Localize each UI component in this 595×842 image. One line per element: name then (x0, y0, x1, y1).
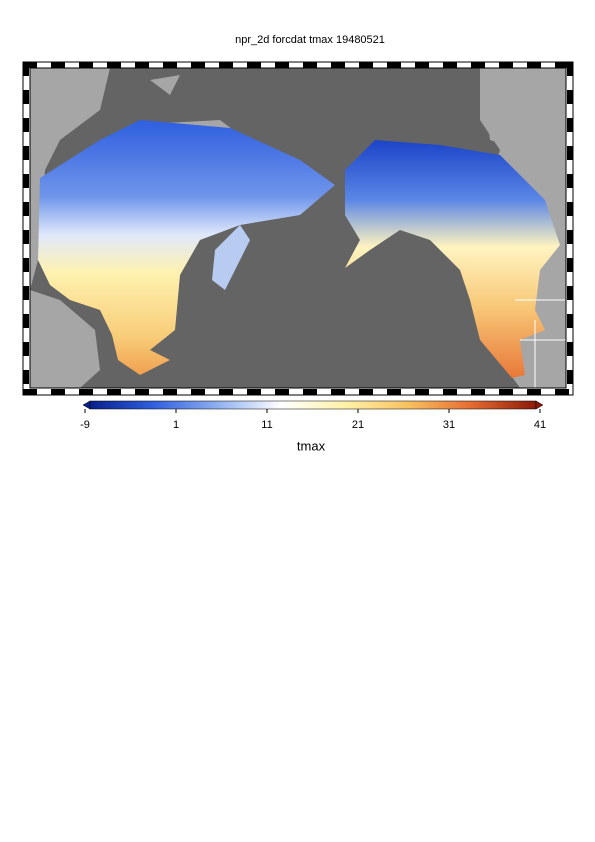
frame-check (163, 62, 177, 68)
frame-check (23, 62, 37, 68)
frame-check (247, 389, 261, 395)
map-border (29, 67, 567, 389)
frame-check (567, 342, 573, 356)
frame-check (471, 62, 485, 68)
frame-check (387, 62, 401, 68)
frame-check (415, 62, 429, 68)
frame-check (51, 62, 65, 68)
frame-check (387, 389, 401, 395)
frame-check (331, 389, 345, 395)
frame-check (23, 314, 29, 328)
frame-check (23, 118, 29, 132)
frame-check (23, 174, 29, 188)
frame-check (555, 389, 569, 395)
frame-check (275, 62, 289, 68)
map-frame (22, 61, 574, 396)
data-field (38, 120, 335, 375)
frame-check (23, 202, 29, 216)
frame-check (567, 314, 573, 328)
frame-check (471, 389, 485, 395)
frame-check (79, 389, 93, 395)
frame-check (555, 62, 569, 68)
frame-outline (22, 61, 574, 396)
frame-check (275, 389, 289, 395)
frame-check (23, 90, 29, 104)
colorbar-label: tmax (297, 438, 326, 453)
colorbar-extend (535, 400, 544, 410)
land (485, 80, 540, 150)
frame-check (163, 389, 177, 395)
frame-check (23, 258, 29, 272)
frame-check (527, 389, 541, 395)
frame-check (191, 389, 205, 395)
frame-check (331, 62, 345, 68)
frame-check (191, 62, 205, 68)
frame-check (303, 389, 317, 395)
frame-check (23, 389, 37, 395)
frame-check (247, 62, 261, 68)
frame-check (567, 146, 573, 160)
frame-check (359, 62, 373, 68)
frame-check (567, 62, 573, 76)
frame-check (359, 389, 373, 395)
colorbar-tick-label: 31 (443, 419, 455, 431)
frame-check (443, 389, 457, 395)
frame-check (567, 286, 573, 300)
colorbar-tick-label: -9 (80, 419, 90, 431)
frame-check (567, 230, 573, 244)
frame-check (219, 389, 233, 395)
frame-check (443, 62, 457, 68)
colorbar (89, 400, 537, 410)
map-title: npr_2d forcdat tmax 19480521 (235, 34, 385, 46)
boundary (515, 299, 566, 388)
frame-check (23, 230, 29, 244)
frame-check (23, 62, 29, 76)
frame-check (567, 90, 573, 104)
colorbar-extend (82, 400, 91, 410)
frame-check (567, 118, 573, 132)
frame-check (107, 62, 121, 68)
frame-check (567, 202, 573, 216)
frame-check (23, 146, 29, 160)
land (30, 68, 110, 290)
data-field (345, 140, 560, 378)
frame-check (135, 62, 149, 68)
frame-check (303, 62, 317, 68)
frame-check (567, 370, 573, 384)
land (30, 290, 100, 388)
colorbar-tick-label: 11 (261, 419, 272, 431)
frame-check (107, 389, 121, 395)
frame-check (567, 174, 573, 188)
frame-check (499, 62, 513, 68)
colorbar-tick-label: 41 (534, 419, 546, 431)
frame-check (415, 389, 429, 395)
frame-check (79, 62, 93, 68)
data-field (212, 225, 250, 290)
frame-check (23, 286, 29, 300)
frame-check (23, 342, 29, 356)
frame-check (499, 389, 513, 395)
frame-check (567, 258, 573, 272)
frame-check (527, 62, 541, 68)
frame-check (135, 389, 149, 395)
frame-check (51, 389, 65, 395)
colorbar-tick-label: 1 (173, 419, 179, 431)
colorbar-tick-label: 21 (352, 419, 364, 431)
frame-check (219, 62, 233, 68)
frame-check (23, 370, 29, 384)
